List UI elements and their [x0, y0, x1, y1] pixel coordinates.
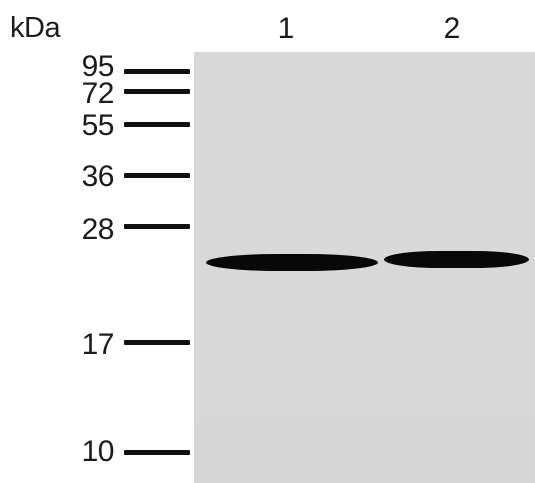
marker-label-55: 55 [81, 109, 115, 142]
marker-label-10: 10 [81, 435, 115, 468]
marker-tick-72 [124, 89, 190, 94]
marker-tick-10 [124, 450, 190, 455]
marker-tick-55 [124, 122, 190, 127]
marker-label-28: 28 [81, 213, 115, 246]
band-lane-1 [206, 254, 378, 271]
band-lane-2 [384, 251, 529, 268]
marker-tick-36 [124, 173, 190, 178]
marker-label-36: 36 [81, 160, 115, 193]
blot-membrane [194, 52, 535, 483]
marker-tick-17 [124, 340, 190, 345]
marker-tick-95 [124, 69, 190, 74]
lane-label-2: 2 [443, 12, 461, 45]
marker-label-95: 95 [81, 50, 115, 83]
marker-label-72: 72 [81, 77, 115, 110]
marker-tick-28 [124, 224, 190, 229]
unit-label: kDa [10, 12, 61, 44]
lane-label-1: 1 [277, 12, 295, 45]
marker-label-17: 17 [81, 328, 115, 361]
